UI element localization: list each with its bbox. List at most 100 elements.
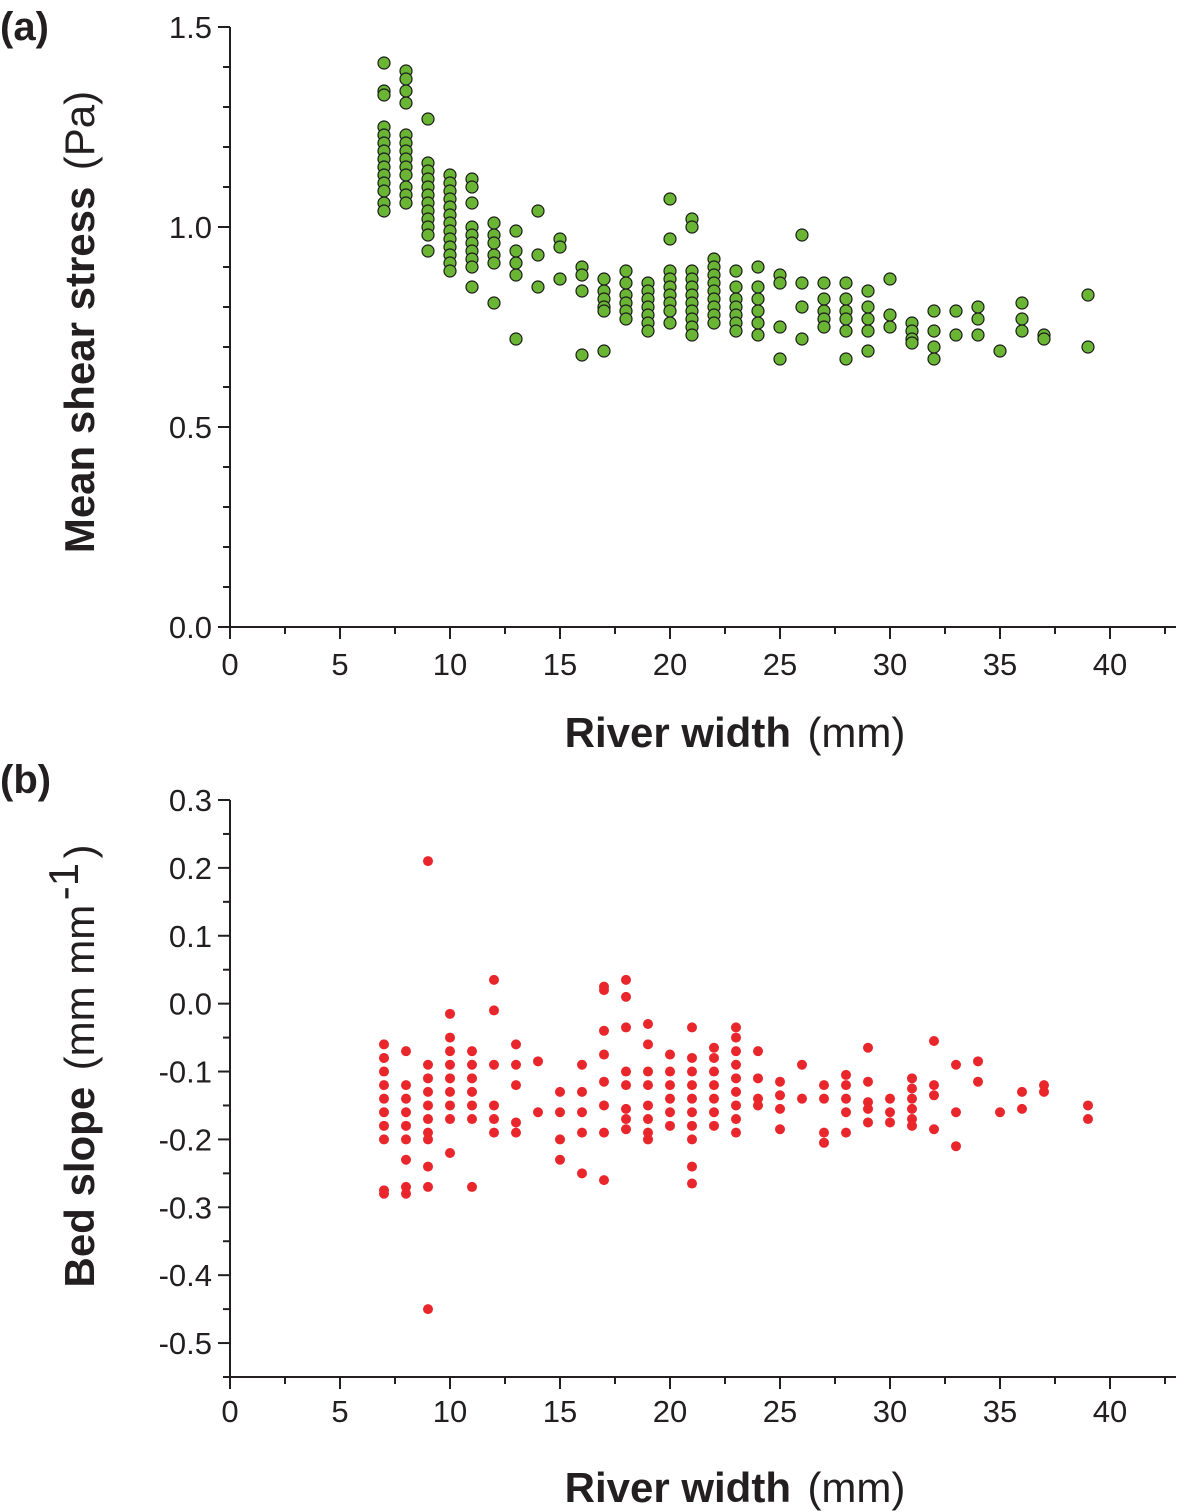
data-point	[927, 304, 941, 318]
data-point	[687, 1107, 697, 1118]
data-point	[709, 1052, 719, 1063]
data-point	[641, 324, 655, 338]
data-point	[731, 1127, 741, 1138]
data-point	[687, 1052, 697, 1063]
data-point	[663, 316, 677, 330]
data-point	[885, 1117, 895, 1128]
data-point	[423, 856, 433, 867]
data-point	[773, 352, 787, 366]
y-tick-label: -0.4	[159, 1258, 212, 1293]
data-point	[929, 1080, 939, 1091]
data-point	[795, 300, 809, 314]
panel-b-bed-slope-chart: (b) 0 5 10 15 20 25 30 35 40 0.3 0.2 0.1 0.0 -0.1 -0.…	[0, 758, 1176, 1511]
data-point	[861, 284, 875, 298]
y-tick-label: 1.5	[169, 10, 212, 45]
data-point	[423, 1100, 433, 1111]
data-point	[553, 272, 567, 286]
panel-a-x-axis-title-main: River width	[565, 709, 791, 756]
data-point	[511, 1039, 521, 1050]
data-point	[665, 1049, 675, 1060]
data-point	[509, 256, 523, 270]
data-point	[643, 1100, 653, 1111]
data-point	[663, 304, 677, 318]
data-point	[709, 1080, 719, 1091]
data-point	[861, 344, 875, 358]
panel-b-label: (b)	[0, 758, 51, 802]
data-point	[443, 264, 457, 278]
data-point	[731, 1086, 741, 1097]
panel-b-axes	[218, 799, 1176, 1389]
data-point	[795, 228, 809, 242]
data-point	[577, 1127, 587, 1138]
data-point	[489, 974, 499, 985]
data-point	[861, 300, 875, 314]
data-point	[841, 1127, 851, 1138]
data-point	[795, 332, 809, 346]
data-point	[621, 1022, 631, 1033]
panel-b-x-axis-title: River width (mm)	[565, 1464, 906, 1511]
data-point	[465, 196, 479, 210]
x-tick-label: 30	[873, 1394, 907, 1429]
data-point	[907, 1073, 917, 1084]
data-point	[621, 1124, 631, 1135]
data-point	[401, 1107, 411, 1118]
data-point	[729, 280, 743, 294]
data-point	[423, 1059, 433, 1070]
data-point	[817, 320, 831, 334]
data-point	[379, 1080, 389, 1091]
panel-a-y-tick-labels: 0.0 0.5 1.0 1.5	[169, 10, 212, 645]
data-point	[509, 332, 523, 346]
data-point	[751, 280, 765, 294]
data-point	[1017, 1086, 1027, 1097]
data-point	[445, 1147, 455, 1158]
x-tick-label: 25	[763, 647, 797, 682]
data-point	[663, 192, 677, 206]
data-point	[1015, 296, 1029, 310]
panel-b-y-axis-title-main: Bed slope	[56, 1087, 103, 1288]
data-point	[421, 112, 435, 126]
panel-a-label: (a)	[0, 5, 49, 49]
x-tick-label: 35	[983, 1394, 1017, 1429]
data-point	[731, 1059, 741, 1070]
y-tick-label: 0.2	[169, 851, 212, 886]
data-point	[509, 224, 523, 238]
data-point	[883, 308, 897, 322]
data-point	[531, 280, 545, 294]
data-point	[687, 1066, 697, 1077]
data-point	[665, 1120, 675, 1131]
data-point	[775, 1103, 785, 1114]
data-point	[379, 1039, 389, 1050]
data-point	[465, 280, 479, 294]
data-point	[839, 276, 853, 290]
panel-a-y-axis-title-unit: (Pa)	[56, 91, 103, 170]
data-point	[597, 272, 611, 286]
data-point	[401, 1134, 411, 1145]
data-point	[643, 1134, 653, 1145]
data-point	[797, 1059, 807, 1070]
data-point	[1081, 288, 1095, 302]
data-point	[401, 1120, 411, 1131]
x-tick-label: 15	[543, 647, 577, 682]
data-point	[599, 1100, 609, 1111]
data-point	[751, 292, 765, 306]
data-point	[665, 1093, 675, 1104]
data-point	[709, 1066, 719, 1077]
data-point	[487, 256, 501, 270]
data-point	[379, 1066, 389, 1077]
data-point	[951, 1059, 961, 1070]
y-tick-label: 0.0	[169, 987, 212, 1022]
data-point	[489, 1127, 499, 1138]
data-point	[839, 292, 853, 306]
data-point	[445, 1046, 455, 1057]
data-point	[863, 1076, 873, 1087]
panel-b-x-axis-title-main: River width	[565, 1464, 791, 1511]
panel-a-x-axis-title-unit: (mm)	[807, 709, 905, 756]
data-point	[533, 1107, 543, 1118]
data-point	[819, 1080, 829, 1091]
data-point	[597, 304, 611, 318]
data-point	[445, 1059, 455, 1070]
panel-b-data-points	[379, 856, 1093, 1315]
data-point	[509, 244, 523, 258]
data-point	[599, 1076, 609, 1087]
